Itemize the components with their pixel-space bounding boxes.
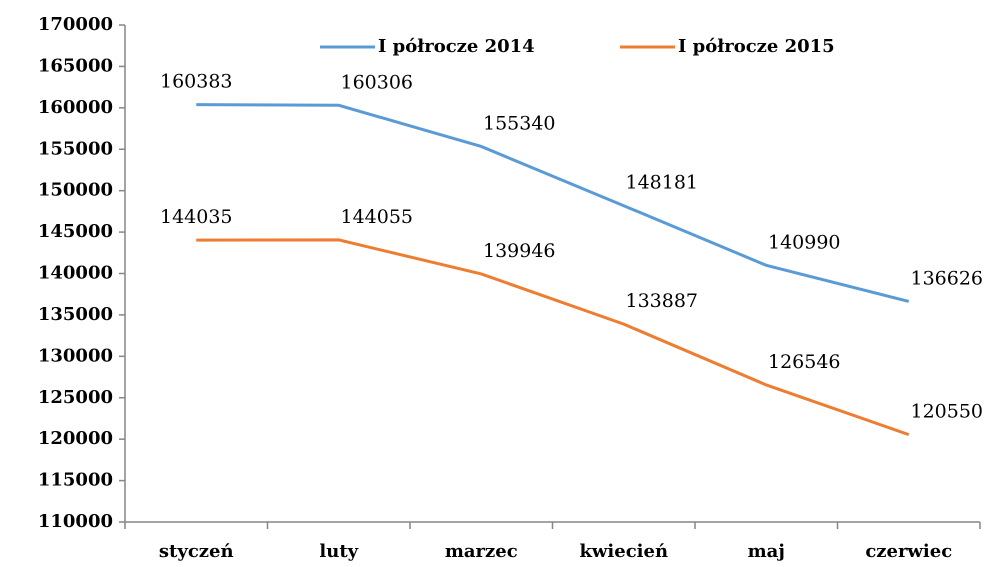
series-line (196, 103, 910, 303)
series-line (196, 238, 910, 437)
data-label: 140990 (768, 231, 841, 253)
data-label: 160306 (340, 71, 413, 93)
data-label: 160383 (160, 71, 233, 93)
data-label: 133887 (625, 290, 698, 312)
legend-label: I półrocze 2015 (678, 36, 835, 57)
data-label: 139946 (483, 240, 556, 262)
data-label: 136626 (910, 267, 983, 289)
data-label: 155340 (483, 112, 556, 134)
legend-label: I półrocze 2014 (378, 36, 535, 57)
y-tick-label: 125000 (38, 387, 113, 408)
y-tick-label: 135000 (38, 304, 113, 325)
y-tick-label: 150000 (38, 180, 113, 201)
data-label: 126546 (768, 351, 841, 373)
x-tick-label: maj (748, 541, 785, 562)
y-tick-label: 110000 (38, 511, 113, 532)
x-tick-label: kwiecień (579, 541, 668, 562)
data-label: 148181 (625, 172, 698, 194)
y-tick-label: 165000 (38, 55, 113, 76)
y-tick-label: 115000 (38, 470, 113, 491)
y-tick-label: 145000 (38, 221, 113, 242)
y-tick-label: 130000 (38, 345, 113, 366)
x-tick-label: luty (319, 541, 358, 562)
x-tick-label: styczeń (159, 541, 234, 562)
data-label: 120550 (910, 401, 983, 423)
y-tick-label: 160000 (38, 97, 113, 118)
data-label: 144035 (160, 206, 233, 228)
data-label: 144055 (340, 206, 413, 228)
x-tick-label: czerwiec (865, 541, 952, 562)
y-tick-label: 170000 (38, 14, 113, 35)
y-tick-label: 120000 (38, 428, 113, 449)
x-tick-label: marzec (445, 541, 518, 562)
y-tick-label: 140000 (38, 263, 113, 284)
y-tick-label: 155000 (38, 138, 113, 159)
